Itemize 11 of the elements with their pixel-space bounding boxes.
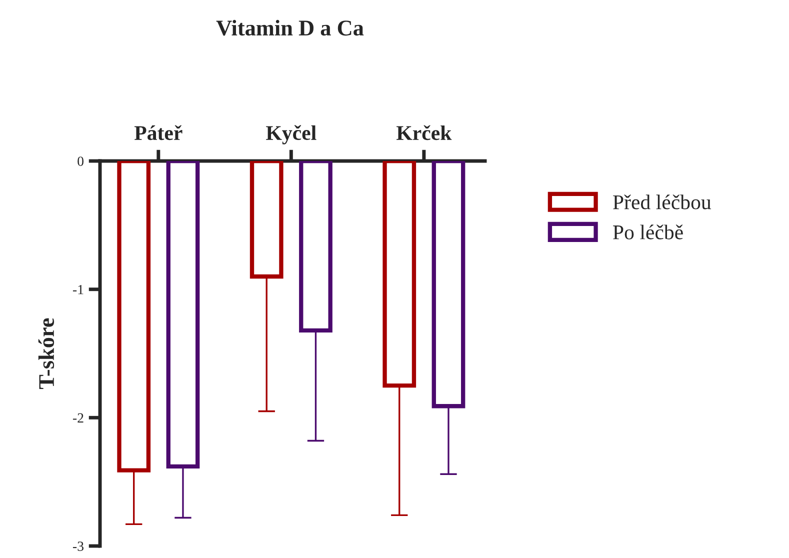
legend-label: Před léčbou: [613, 194, 712, 210]
y-axis-title: T-skóre: [38, 318, 54, 389]
y-tick-label: 0: [78, 156, 84, 166]
y-tick-label: -2: [72, 413, 84, 422]
x-tick-label: Kyčel: [266, 125, 316, 144]
y-tick-label: -1: [72, 284, 84, 294]
legend-label: Po léčbě: [613, 224, 683, 240]
x-tick-label: Páteř: [134, 125, 182, 140]
chart-title: Vitamin D a Ca: [216, 20, 364, 36]
x-tick-label: Krček: [396, 125, 452, 140]
y-tick-label: -3: [72, 542, 84, 551]
